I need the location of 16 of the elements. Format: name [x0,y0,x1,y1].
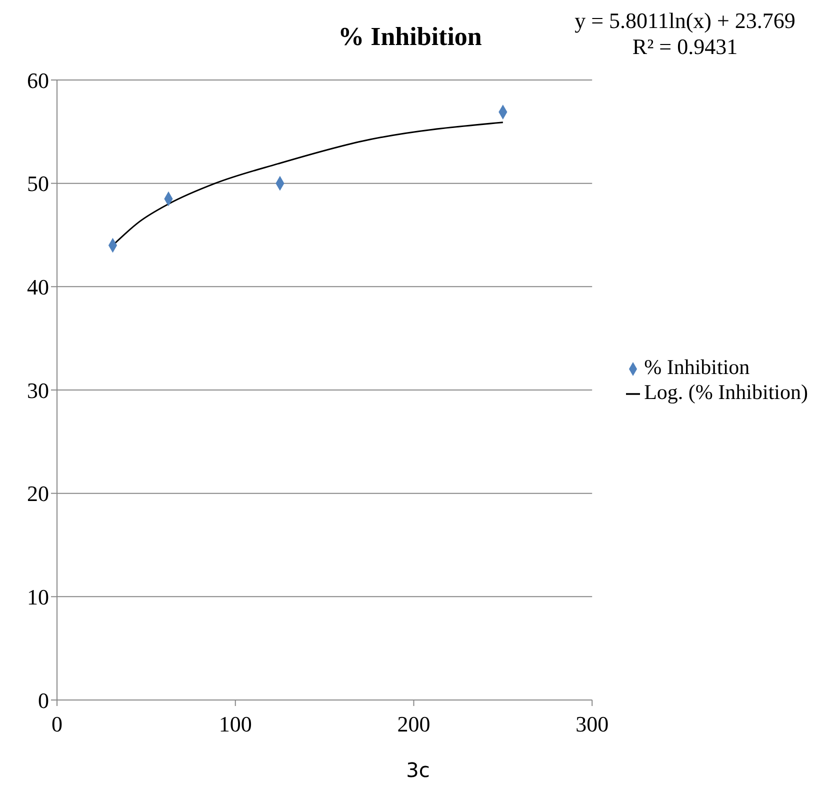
y-tick-label: 40 [27,274,49,300]
y-tick-label: 60 [27,68,49,93]
y-tick-label: 10 [27,584,49,610]
text: R² = 0.9431 [631,34,739,60]
text: y = 5.8011ln(x) + 23.769 [574,8,796,34]
x-tick-label: 300 [576,712,609,737]
x-tick-label: 100 [218,712,252,737]
legend-label: % Inhibition [644,355,750,379]
y-tick-label: 0 [38,688,49,713]
y-tick-label: 20 [27,481,49,506]
chart-title: % Inhibition [337,22,483,52]
y-tick-label: 30 [27,378,49,403]
x-axis-title: 3c [405,758,431,782]
legend-label: Log. (% Inhibition) [644,380,808,404]
x-tick-label: 200 [397,712,430,737]
y-tick-label: 50 [27,171,49,196]
